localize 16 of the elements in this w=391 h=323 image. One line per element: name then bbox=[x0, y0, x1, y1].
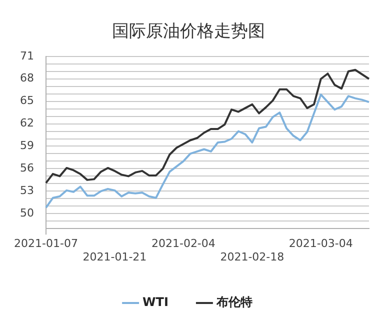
y-tick-label: 56 bbox=[20, 162, 34, 175]
y-tick-label: 62 bbox=[20, 116, 34, 130]
legend-label: WTI bbox=[142, 295, 168, 310]
y-tick-label: 65 bbox=[20, 94, 34, 108]
y-tick-label: 59 bbox=[20, 139, 34, 152]
y-tick-label: 71 bbox=[20, 49, 34, 62]
chart-title: 国际原油价格走势图 bbox=[112, 22, 265, 42]
y-tick-label: 53 bbox=[20, 184, 34, 198]
x-tick-label: 2021-03-04 bbox=[288, 237, 353, 250]
x-tick-label: 2021-01-07 bbox=[14, 237, 78, 250]
y-tick-label: 50 bbox=[20, 206, 34, 220]
x-tick-label: 2021-01-21 bbox=[82, 250, 147, 264]
legend-label: 布伦特 bbox=[215, 295, 252, 310]
x-tick-label: 2021-02-18 bbox=[220, 250, 284, 264]
y-tick-label: 68 bbox=[20, 72, 34, 85]
x-tick-label: 2021-02-04 bbox=[151, 237, 216, 250]
